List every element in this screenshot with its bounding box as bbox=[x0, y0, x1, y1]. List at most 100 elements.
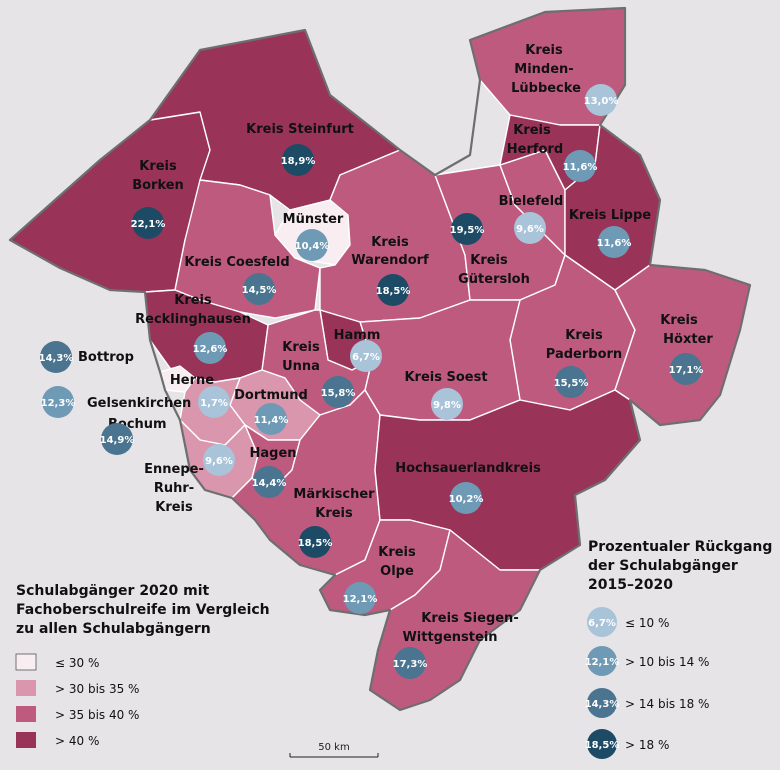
bubble-kreis-siegen-wittgenstein[interactable]: 17,3% bbox=[393, 647, 428, 679]
svg-text:12,1%: 12,1% bbox=[585, 657, 620, 668]
svg-text:11,6%: 11,6% bbox=[563, 162, 598, 173]
label-kreis-warendorf-1: Kreis bbox=[371, 235, 409, 250]
svg-text:13,0%: 13,0% bbox=[584, 96, 619, 107]
legend-right-item-3: > 18 % bbox=[625, 738, 669, 752]
bubble-muenster[interactable]: 10,4% bbox=[295, 229, 330, 261]
label-hamm: Hamm bbox=[334, 328, 381, 343]
bubble-kreis-borken[interactable]: 22,1% bbox=[131, 207, 166, 239]
svg-text:17,1%: 17,1% bbox=[669, 365, 704, 376]
legend-right-title-3: 2015–2020 bbox=[588, 577, 673, 593]
legend-right-item-2: > 14 bis 18 % bbox=[625, 697, 709, 711]
label-hochsauerlandkreis: Hochsauerlandkreis bbox=[395, 461, 541, 476]
legend-right-title-2: der Schulabgänger bbox=[588, 558, 738, 574]
legend-bubble-2: 14,3% bbox=[585, 688, 620, 718]
svg-text:10,4%: 10,4% bbox=[295, 241, 330, 252]
legend-right-item-0: ≤ 10 % bbox=[625, 616, 669, 630]
bubble-kreis-herford[interactable]: 11,6% bbox=[563, 150, 598, 182]
bubble-maerkischer-kreis[interactable]: 18,5% bbox=[298, 526, 333, 558]
svg-text:12,6%: 12,6% bbox=[193, 344, 228, 355]
label-bottrop: Bottrop bbox=[78, 350, 134, 365]
label-kreis-hoexter-1: Kreis bbox=[660, 313, 698, 328]
label-kreis-steinfurt: Kreis Steinfurt bbox=[246, 122, 354, 137]
label-gelsenkirchen: Gelsenkirchen bbox=[87, 396, 191, 411]
label-kreis-guetersloh-2: Gütersloh bbox=[458, 272, 530, 287]
svg-text:15,8%: 15,8% bbox=[321, 388, 356, 399]
bubble-bielefeld[interactable]: 9,6% bbox=[514, 212, 546, 244]
legend-swatch-1 bbox=[16, 680, 36, 696]
label-hagen: Hagen bbox=[249, 446, 296, 461]
legend-left-item-2: > 35 bis 40 % bbox=[55, 708, 139, 722]
label-dortmund: Dortmund bbox=[234, 388, 308, 403]
label-kreis-borken-1: Kreis bbox=[139, 159, 177, 174]
label-bielefeld: Bielefeld bbox=[499, 194, 564, 209]
label-muenster: Münster bbox=[283, 212, 344, 227]
bubble-kreis-soest[interactable]: 9,8% bbox=[431, 388, 463, 420]
bubble-gelsenkirchen[interactable]: 12,3% bbox=[41, 386, 76, 418]
bubble-kreis-warendorf[interactable]: 18,5% bbox=[376, 274, 411, 306]
label-kreis-recklinghausen-1: Kreis bbox=[174, 293, 212, 308]
legend-left-title-1: Schulabgänger 2020 mit bbox=[16, 583, 210, 599]
bubble-kreis-hoexter[interactable]: 17,1% bbox=[669, 353, 704, 385]
bubble-hochsauerlandkreis[interactable]: 10,2% bbox=[449, 482, 484, 514]
label-maerkischer-kreis-2: Kreis bbox=[315, 506, 353, 521]
label-ennepe-ruhr-kreis-1: Ennepe- bbox=[144, 462, 204, 477]
bubble-hamm[interactable]: 6,7% bbox=[350, 340, 382, 372]
label-kreis-siegen-wittgenstein-1: Kreis Siegen- bbox=[421, 611, 518, 626]
bubble-hagen[interactable]: 14,4% bbox=[252, 466, 287, 498]
label-herne: Herne bbox=[170, 373, 214, 388]
legend-right: Prozentualer Rückgang der Schulabgänger … bbox=[585, 539, 772, 759]
bubble-kreis-lippe[interactable]: 11,6% bbox=[597, 226, 632, 258]
svg-text:6,7%: 6,7% bbox=[352, 352, 380, 363]
svg-text:11,4%: 11,4% bbox=[254, 415, 289, 426]
legend-bubble-0: 6,7% bbox=[587, 607, 617, 637]
legend-left: Schulabgänger 2020 mit Fachoberschulreif… bbox=[15, 583, 270, 748]
bubble-kreis-steinfurt[interactable]: 18,9% bbox=[281, 144, 316, 176]
bubble-herne[interactable]: 1,7% bbox=[198, 386, 230, 418]
bubble-bottrop[interactable]: 14,3% bbox=[39, 341, 74, 373]
svg-text:14,9%: 14,9% bbox=[100, 435, 135, 446]
legend-left-title-3: zu allen Schulabgängern bbox=[16, 621, 211, 637]
scale-label: 50 km bbox=[318, 742, 349, 753]
label-kreis-coesfeld: Kreis Coesfeld bbox=[184, 255, 289, 270]
svg-text:14,3%: 14,3% bbox=[585, 699, 620, 710]
label-kreis-minden-luebbecke-2: Minden- bbox=[514, 62, 573, 77]
region-labels: Kreis Steinfurt Kreis Borken Münster Kre… bbox=[78, 43, 713, 645]
label-kreis-paderborn-2: Paderborn bbox=[546, 347, 622, 362]
bubble-kreis-coesfeld[interactable]: 14,5% bbox=[242, 273, 277, 305]
label-kreis-herford-1: Kreis bbox=[513, 123, 551, 138]
bubble-kreis-unna[interactable]: 15,8% bbox=[321, 376, 356, 408]
svg-text:18,9%: 18,9% bbox=[281, 156, 316, 167]
svg-text:22,1%: 22,1% bbox=[131, 219, 166, 230]
svg-text:10,2%: 10,2% bbox=[449, 494, 484, 505]
bubble-ennepe-ruhr-kreis[interactable]: 9,6% bbox=[203, 444, 235, 476]
svg-text:6,7%: 6,7% bbox=[588, 618, 616, 629]
value-bubbles: 18,9% 22,1% 10,4% 14,5% 18,5% 12,6% 15,8… bbox=[39, 84, 704, 679]
label-kreis-herford-2: Herford bbox=[507, 142, 563, 157]
bubble-kreis-olpe[interactable]: 12,1% bbox=[343, 582, 378, 614]
svg-text:18,5%: 18,5% bbox=[585, 740, 620, 751]
legend-left-item-0: ≤ 30 % bbox=[55, 656, 99, 670]
legend-right-title-1: Prozentualer Rückgang bbox=[588, 539, 772, 555]
label-ennepe-ruhr-kreis-3: Kreis bbox=[155, 500, 193, 515]
label-kreis-minden-luebbecke-3: Lübbecke bbox=[511, 81, 581, 96]
bubble-kreis-paderborn[interactable]: 15,5% bbox=[554, 366, 589, 398]
svg-text:17,3%: 17,3% bbox=[393, 659, 428, 670]
bubble-bochum[interactable]: 14,9% bbox=[100, 423, 135, 455]
bubble-dortmund[interactable]: 11,4% bbox=[254, 403, 289, 435]
label-kreis-olpe-1: Kreis bbox=[378, 545, 416, 560]
svg-text:12,1%: 12,1% bbox=[343, 594, 378, 605]
svg-text:14,3%: 14,3% bbox=[39, 353, 74, 364]
label-kreis-minden-luebbecke-1: Kreis bbox=[525, 43, 563, 58]
legend-swatch-0 bbox=[15, 653, 37, 671]
bubble-kreis-minden-luebbecke[interactable]: 13,0% bbox=[584, 84, 619, 116]
bubble-kreis-recklinghausen[interactable]: 12,6% bbox=[193, 332, 228, 364]
label-kreis-paderborn-1: Kreis bbox=[565, 328, 603, 343]
label-maerkischer-kreis-1: Märkischer bbox=[293, 487, 375, 502]
svg-text:1,7%: 1,7% bbox=[200, 398, 228, 409]
label-kreis-siegen-wittgenstein-2: Wittgenstein bbox=[402, 630, 497, 645]
svg-text:12,3%: 12,3% bbox=[41, 398, 76, 409]
legend-bubble-3: 18,5% bbox=[585, 729, 620, 759]
bubble-kreis-guetersloh[interactable]: 19,5% bbox=[450, 213, 485, 245]
svg-text:15,5%: 15,5% bbox=[554, 378, 589, 389]
legend-bubble-1: 12,1% bbox=[585, 646, 620, 676]
